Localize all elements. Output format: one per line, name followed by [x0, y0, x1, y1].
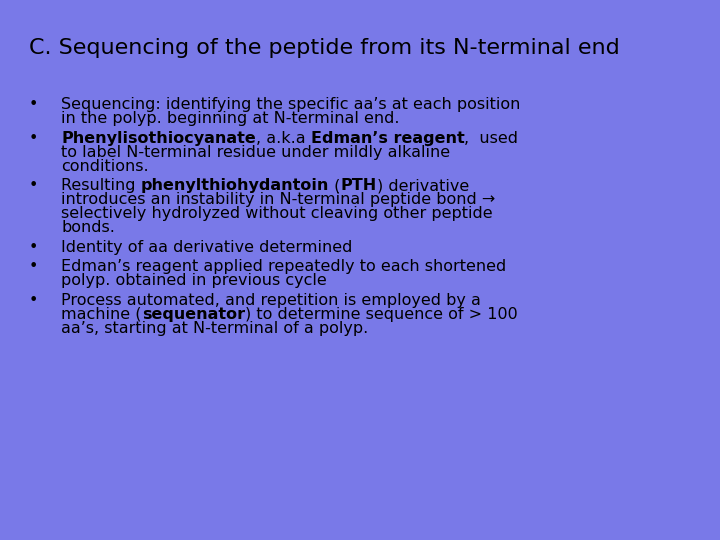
Text: ) to determine sequence of > 100: ) to determine sequence of > 100 — [245, 307, 518, 322]
Text: ) derivative: ) derivative — [377, 178, 469, 193]
Text: , a.k.a: , a.k.a — [256, 131, 311, 146]
Text: to label N-terminal residue under mildly alkaline: to label N-terminal residue under mildly… — [61, 145, 450, 160]
Text: Sequencing: identifying the specific aa’s at each position: Sequencing: identifying the specific aa’… — [61, 97, 521, 112]
Text: selectively hydrolyzed without cleaving other peptide: selectively hydrolyzed without cleaving … — [61, 206, 492, 221]
Text: •: • — [29, 259, 38, 274]
Text: in the polyp. beginning at N-terminal end.: in the polyp. beginning at N-terminal en… — [61, 111, 400, 126]
Text: Process automated, and repetition is employed by a: Process automated, and repetition is emp… — [61, 293, 481, 308]
Text: Edman’s reagent applied repeatedly to each shortened: Edman’s reagent applied repeatedly to ea… — [61, 259, 506, 274]
Text: Edman’s reagent: Edman’s reagent — [311, 131, 464, 146]
Text: sequenator: sequenator — [142, 307, 245, 322]
Text: C. Sequencing of the peptide from its N-terminal end: C. Sequencing of the peptide from its N-… — [29, 38, 619, 58]
Text: •: • — [29, 97, 38, 112]
Text: polyp. obtained in previous cycle: polyp. obtained in previous cycle — [61, 273, 327, 288]
Text: •: • — [29, 178, 38, 193]
Text: machine (: machine ( — [61, 307, 142, 322]
Text: •: • — [29, 240, 38, 255]
Text: conditions.: conditions. — [61, 159, 149, 174]
Text: introduces an instability in N-terminal peptide bond →: introduces an instability in N-terminal … — [61, 192, 495, 207]
Text: ,  used: , used — [464, 131, 518, 146]
Text: aa’s, starting at N-terminal of a polyp.: aa’s, starting at N-terminal of a polyp. — [61, 321, 369, 336]
Text: Identity of aa derivative determined: Identity of aa derivative determined — [61, 240, 353, 255]
Text: •: • — [29, 131, 38, 146]
Text: PTH: PTH — [341, 178, 377, 193]
Text: •: • — [29, 293, 38, 308]
Text: Phenylisothiocyanate: Phenylisothiocyanate — [61, 131, 256, 146]
Text: phenylthiohydantoin: phenylthiohydantoin — [141, 178, 329, 193]
Text: Resulting: Resulting — [61, 178, 141, 193]
Text: (: ( — [329, 178, 341, 193]
Text: bonds.: bonds. — [61, 220, 115, 235]
